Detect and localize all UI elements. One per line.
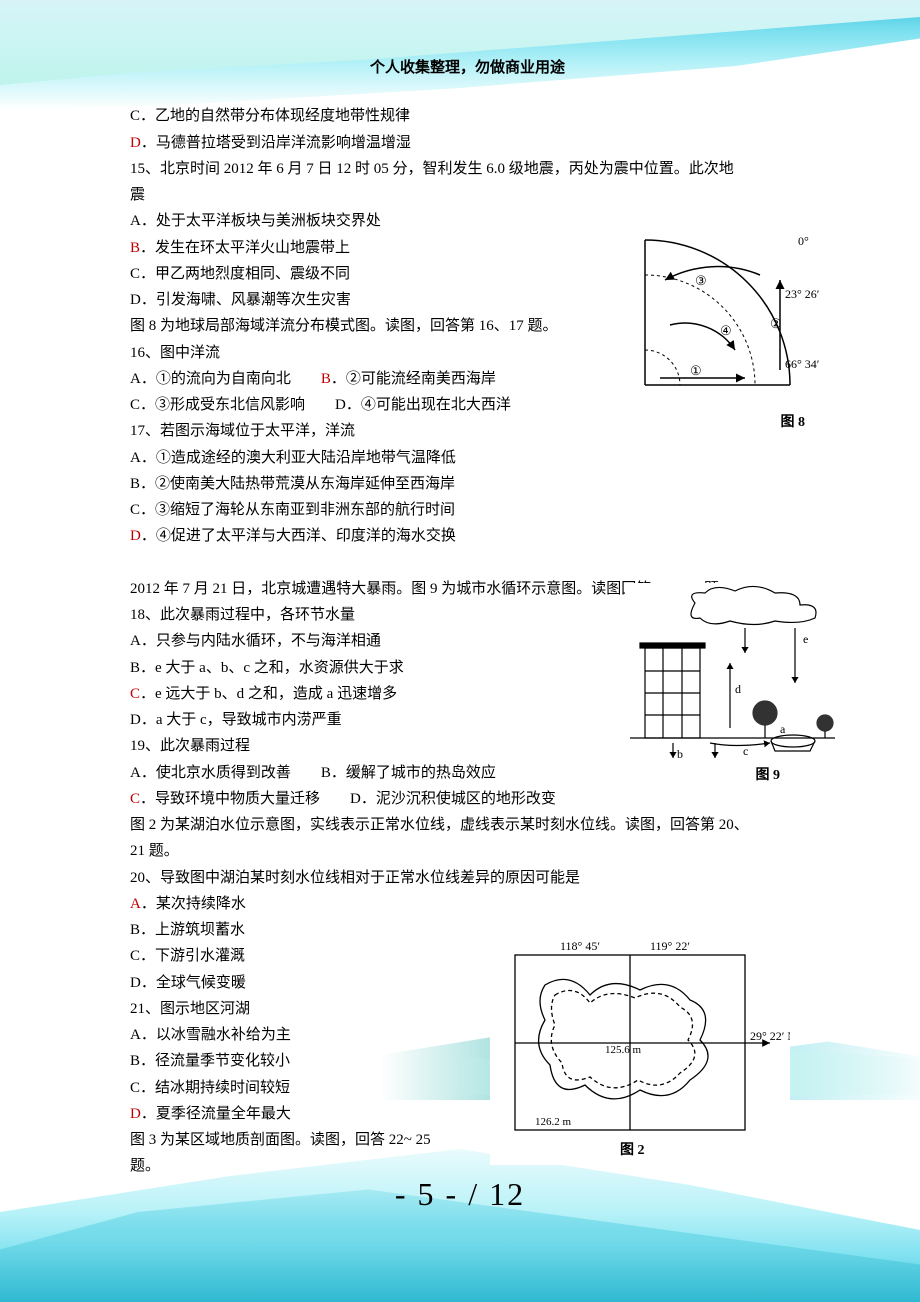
fig8-lat66: 66° 34′: [785, 357, 820, 371]
page-header: 个人收集整理，勿做商业用途: [130, 55, 805, 81]
svg-text:126.2 m: 126.2 m: [535, 1116, 572, 1128]
page-number: - 5 - / 12: [0, 1166, 920, 1222]
text-line: 15、北京时间 2012 年 6 月 7 日 12 时 05 分，智利发生 6.…: [130, 156, 805, 182]
figure-8: 0° 23° 26′ 66° 34′ ① ② ③ ④ 图 8: [630, 220, 845, 435]
svg-text:②: ②: [770, 316, 782, 331]
figure-2-label: 图 2: [620, 1139, 645, 1164]
svg-text:119° 22′: 119° 22′: [650, 939, 690, 953]
svg-text:29° 22′ N: 29° 22′ N: [750, 1029, 790, 1043]
text-line: 20、导致图中湖泊某时刻水位线相对于正常水位线差异的原因可能是: [130, 865, 805, 891]
text-line: C．导致环境中物质大量迁移 D．泥沙沉积使城区的地形改变: [130, 786, 805, 812]
svg-text:118° 45′: 118° 45′: [560, 939, 600, 953]
text-line: D．④促进了太平洋与大西洋、印度洋的海水交换: [130, 523, 805, 549]
figure-9-label: 图 9: [756, 764, 781, 789]
svg-text:c: c: [743, 744, 748, 758]
svg-text:③: ③: [695, 273, 707, 288]
text-line: A．①造成途经的澳大利亚大陆沿岸地带气温降低: [130, 445, 805, 471]
text-line: A．某次持续降水: [130, 891, 805, 917]
svg-text:125.6 m: 125.6 m: [605, 1044, 642, 1056]
figure-2: 118° 45′ 119° 22′ 29° 22′ N 125.6 m 126.…: [490, 925, 790, 1165]
figure-9: e d a c b 图 9: [625, 583, 840, 788]
svg-text:a: a: [780, 722, 786, 736]
svg-text:①: ①: [690, 363, 702, 378]
text-line: 震: [130, 182, 805, 208]
text-line: 21 题。: [130, 838, 805, 864]
text-line: [130, 550, 805, 576]
text-line: D．马德普拉塔受到沿岸洋流影响增温增湿: [130, 130, 805, 156]
fig8-lat23: 23° 26′: [785, 287, 820, 301]
svg-text:e: e: [803, 632, 808, 646]
text-line: C．③缩短了海轮从东南亚到非洲东部的航行时间: [130, 497, 805, 523]
svg-text:d: d: [735, 682, 741, 696]
text-line: B．②使南美大陆热带荒漠从东海岸延伸至西海岸: [130, 471, 805, 497]
text-line: C．乙地的自然带分布体现经度地带性规律: [130, 103, 805, 129]
svg-text:④: ④: [720, 323, 732, 338]
text-line: 图 2 为某湖泊水位示意图，实线表示正常水位线，虚线表示某时刻水位线。读图，回答…: [130, 812, 805, 838]
fig8-lat0: 0°: [798, 234, 809, 248]
figure-8-label: 图 8: [781, 411, 806, 436]
svg-text:b: b: [677, 747, 683, 761]
